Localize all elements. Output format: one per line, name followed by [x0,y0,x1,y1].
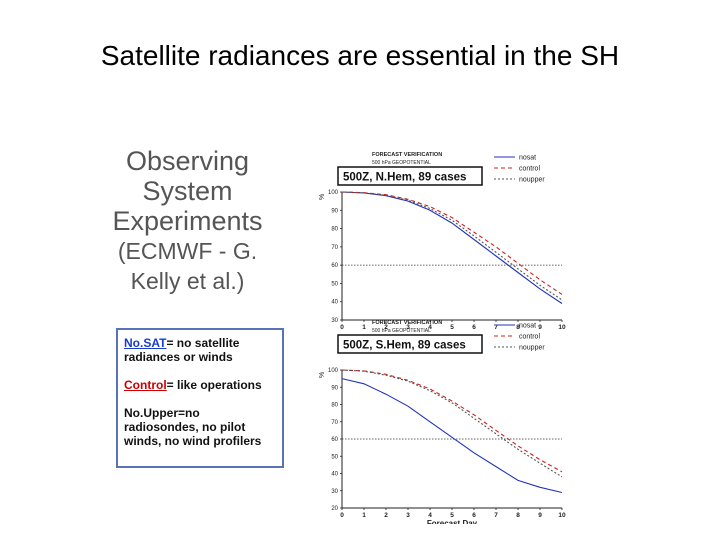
chart-title-box [337,334,483,354]
definition-nosat-key: No.SAT [124,336,167,350]
definition-noupper-key: No.Upper [124,406,178,420]
y-tick-label: 70 [331,245,338,251]
chart-title-box [337,166,483,186]
y-tick-label: 50 [331,454,338,460]
legend-label-control: control [519,334,540,341]
x-tick-label: 2 [384,512,388,519]
x-tick-label: 9 [538,324,542,330]
definition-nosat-text: = no satellite radiances or winds [124,336,240,364]
y-tick-label: 40 [331,300,338,306]
x-tick-label: 8 [516,324,520,330]
y-tick-label: 80 [331,227,338,233]
y-tick-label: 30 [331,489,338,495]
x-tick-label: 5 [450,324,454,330]
definition-control-text: = like operations [166,378,262,392]
y-tick-label: 20 [331,506,338,512]
x-tick-label: 9 [538,512,542,519]
chart-subheader: 500 hPa GEOPOTENTIAL [372,328,431,334]
x-tick-label: 6 [472,512,476,519]
chart-title: 500Z, N.Hem, 89 cases [343,172,466,184]
definition-noupper: No.Upper=no radiosondes, no pilot winds,… [124,406,276,448]
shem-chart: FORECAST VERIFICATION 500 hPa GEOPOTENTIA… [319,320,566,524]
chart-header: FORECAST VERIFICATION [372,152,442,158]
y-axis-label: % [319,194,326,200]
x-tick-label: 7 [494,512,498,519]
x-tick-label: 4 [428,512,432,519]
series-line-noupper [341,191,563,301]
y-tick-label: 100 [328,190,339,196]
x-axis-label: Forecast Day [427,519,478,524]
x-tick-label: 10 [558,512,566,519]
legend-label-noupper: noupper [519,345,545,352]
y-tick-label: 50 [331,281,338,287]
y-tick-label: 80 [331,403,338,409]
x-tick-label: 3 [406,324,410,330]
x-tick-label: 1 [362,512,366,519]
series-line-control [341,191,563,295]
x-tick-label: 6 [472,324,476,330]
slide-title: Satellite radiances are essential in the… [100,40,620,71]
y-tick-label: 30 [331,318,338,324]
x-tick-label: 7 [494,324,498,330]
y-tick-label: 90 [331,208,338,214]
slide-subtitle: Observing System Experiments (ECMWF - G.… [100,146,275,296]
legend-label-nosat: nosat [519,323,536,330]
y-tick-label: 40 [331,472,338,478]
legend-label-nosat: nosat [519,155,536,162]
x-tick-label: 4 [428,324,432,330]
x-tick-label: 0 [340,324,344,330]
y-tick-label: 90 [331,385,338,391]
definition-noupper-text: =no radiosondes, no pilot winds, no wind… [124,406,262,448]
x-tick-label: 0 [340,512,344,519]
x-tick-label: 10 [558,324,566,330]
y-axis-label: % [319,372,326,378]
nhem-chart: FORECAST VERIFICATION 500 hPa GEOPOTENTIA… [319,152,566,330]
y-tick-label: 60 [331,437,338,443]
y-tick-label: 60 [331,263,338,269]
chart-title: 500Z, S.Hem, 89 cases [343,340,466,352]
legend-label-control: control [519,166,540,173]
chart-subheader: 500 hPa GEOPOTENTIAL [372,160,431,166]
y-tick-label: 70 [331,420,338,426]
x-tick-label: 1 [362,324,366,330]
series-line-noupper [341,369,563,478]
x-tick-label: 5 [450,512,454,519]
x-tick-label: 8 [516,512,520,519]
subtitle-line-1: Observing System Experiments [112,146,263,236]
legend-label-noupper: noupper [519,177,545,184]
definition-nosat: No.SAT= no satellite radiances or winds [124,336,276,364]
chart-header: FORECAST VERIFICATION [372,320,442,326]
series-line-control [341,369,563,473]
subtitle-line-2: (ECMWF - G. Kelly et al.) [117,238,258,294]
definition-control-key: Control [124,378,167,392]
series-line-nosat [341,191,563,304]
y-tick-label: 100 [328,368,339,374]
definitions-box: No.SAT= no satellite radiances or winds … [116,328,284,468]
x-tick-label: 3 [406,512,410,519]
x-tick-label: 2 [384,324,388,330]
definition-control: Control= like operations [124,378,276,392]
series-line-nosat [341,378,563,494]
